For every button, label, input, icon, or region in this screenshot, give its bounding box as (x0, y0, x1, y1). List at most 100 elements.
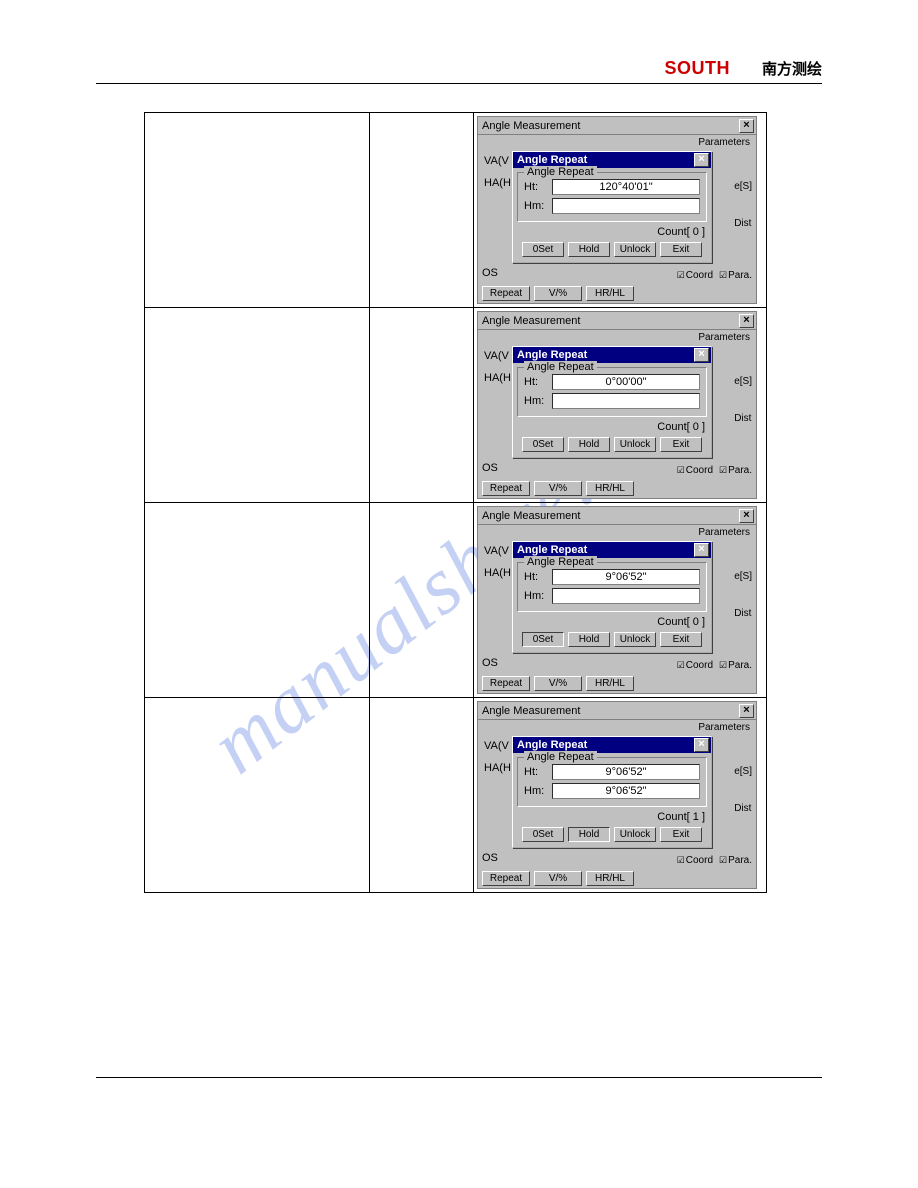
va-label: VA(V (484, 155, 511, 167)
count-value: 0 (690, 421, 702, 433)
steps-table: Angle Measurement × Parameters VA(V HA(H… (144, 112, 767, 893)
vpct-button[interactable]: V/% (534, 676, 582, 691)
close-icon[interactable]: × (739, 704, 754, 718)
count-close: ] (702, 616, 705, 628)
hm-value (552, 588, 700, 604)
repeat-button[interactable]: Repeat (482, 871, 530, 886)
count-close: ] (702, 226, 705, 238)
ht-value: 120°40'01" (552, 179, 700, 195)
side-s: e[S] (734, 766, 752, 777)
side-dist: Dist (734, 218, 752, 229)
angle-repeat-dialog: Angle Repeat × Angle Repeat Ht: 9°06'52"… (512, 736, 712, 848)
hold-button[interactable]: Hold (568, 827, 610, 842)
dialog-close-icon[interactable]: × (694, 348, 709, 362)
oset-button[interactable]: 0Set (522, 437, 564, 452)
oset-button[interactable]: 0Set (522, 242, 564, 257)
para-checkbox[interactable]: Para. (719, 855, 752, 866)
hm-label: Hm: (524, 590, 552, 602)
hm-value: 9°06'52" (552, 783, 700, 799)
count-label: Count[ (657, 421, 689, 433)
para-checkbox[interactable]: Para. (719, 270, 752, 281)
dialog-title: Angle Repeat (515, 544, 694, 556)
coord-checkbox[interactable]: Coord (677, 465, 713, 476)
brand-cn: 南方测绘 (762, 58, 822, 79)
page-header: SOUTH 南方测绘 (96, 58, 822, 84)
oset-button[interactable]: 0Set (522, 632, 564, 647)
os-label: OS (482, 852, 498, 864)
unlock-button[interactable]: Unlock (614, 437, 656, 452)
parameters-label: Parameters (698, 722, 750, 733)
exit-button[interactable]: Exit (660, 242, 702, 257)
dialog-title: Angle Repeat (515, 154, 694, 166)
close-icon[interactable]: × (739, 509, 754, 523)
unlock-button[interactable]: Unlock (614, 242, 656, 257)
coord-checkbox[interactable]: Coord (677, 660, 713, 671)
window-title: Angle Measurement (480, 315, 739, 327)
close-icon[interactable]: × (739, 119, 754, 133)
window-title: Angle Measurement (480, 120, 739, 132)
angle-measurement-window: Angle Measurement × Parameters VA(V HA(H… (477, 116, 757, 304)
exit-button[interactable]: Exit (660, 437, 702, 452)
count-label: Count[ (657, 811, 689, 823)
repeat-button[interactable]: Repeat (482, 676, 530, 691)
hrhl-button[interactable]: HR/HL (586, 871, 634, 886)
unlock-button[interactable]: Unlock (614, 632, 656, 647)
ht-label: Ht: (524, 571, 552, 583)
para-checkbox[interactable]: Para. (719, 660, 752, 671)
hold-button[interactable]: Hold (568, 632, 610, 647)
hm-label: Hm: (524, 395, 552, 407)
hrhl-button[interactable]: HR/HL (586, 676, 634, 691)
vpct-button[interactable]: V/% (534, 871, 582, 886)
ht-value: 9°06'52" (552, 569, 700, 585)
os-label: OS (482, 462, 498, 474)
hrhl-button[interactable]: HR/HL (586, 481, 634, 496)
ht-value: 9°06'52" (552, 764, 700, 780)
parameters-label: Parameters (698, 137, 750, 148)
exit-button[interactable]: Exit (660, 632, 702, 647)
angle-measurement-window: Angle Measurement × Parameters VA(V HA(H… (477, 311, 757, 499)
repeat-button[interactable]: Repeat (482, 286, 530, 301)
hm-label: Hm: (524, 200, 552, 212)
page-footer-rule (96, 1077, 822, 1078)
vpct-button[interactable]: V/% (534, 481, 582, 496)
angle-repeat-dialog: Angle Repeat × Angle Repeat Ht: 9°06'52"… (512, 541, 712, 653)
ht-label: Ht: (524, 181, 552, 193)
close-icon[interactable]: × (739, 314, 754, 328)
parameters-label: Parameters (698, 527, 750, 538)
count-label: Count[ (657, 226, 689, 238)
side-dist: Dist (734, 608, 752, 619)
hold-button[interactable]: Hold (568, 437, 610, 452)
window-title: Angle Measurement (480, 510, 739, 522)
fieldset-legend: Angle Repeat (524, 556, 597, 568)
dialog-close-icon[interactable]: × (694, 543, 709, 557)
exit-button[interactable]: Exit (660, 827, 702, 842)
coord-checkbox[interactable]: Coord (677, 855, 713, 866)
vpct-button[interactable]: V/% (534, 286, 582, 301)
ha-label: HA(H (484, 567, 511, 579)
os-label: OS (482, 267, 498, 279)
dialog-close-icon[interactable]: × (694, 738, 709, 752)
va-label: VA(V (484, 350, 511, 362)
hold-button[interactable]: Hold (568, 242, 610, 257)
unlock-button[interactable]: Unlock (614, 827, 656, 842)
parameters-label: Parameters (698, 332, 750, 343)
angle-measurement-window: Angle Measurement × Parameters VA(V HA(H… (477, 701, 757, 889)
ha-label: HA(H (484, 372, 511, 384)
para-checkbox[interactable]: Para. (719, 465, 752, 476)
repeat-button[interactable]: Repeat (482, 481, 530, 496)
ha-label: HA(H (484, 762, 511, 774)
oset-button[interactable]: 0Set (522, 827, 564, 842)
side-s: e[S] (734, 181, 752, 192)
side-dist: Dist (734, 803, 752, 814)
side-s: e[S] (734, 571, 752, 582)
dialog-title: Angle Repeat (515, 349, 694, 361)
coord-checkbox[interactable]: Coord (677, 270, 713, 281)
hrhl-button[interactable]: HR/HL (586, 286, 634, 301)
dialog-close-icon[interactable]: × (694, 153, 709, 167)
side-dist: Dist (734, 413, 752, 424)
angle-repeat-dialog: Angle Repeat × Angle Repeat Ht: 0°00'00"… (512, 346, 712, 458)
angle-repeat-dialog: Angle Repeat × Angle Repeat Ht: 120°40'0… (512, 151, 712, 263)
os-label: OS (482, 657, 498, 669)
count-value: 0 (690, 226, 702, 238)
va-label: VA(V (484, 545, 511, 557)
